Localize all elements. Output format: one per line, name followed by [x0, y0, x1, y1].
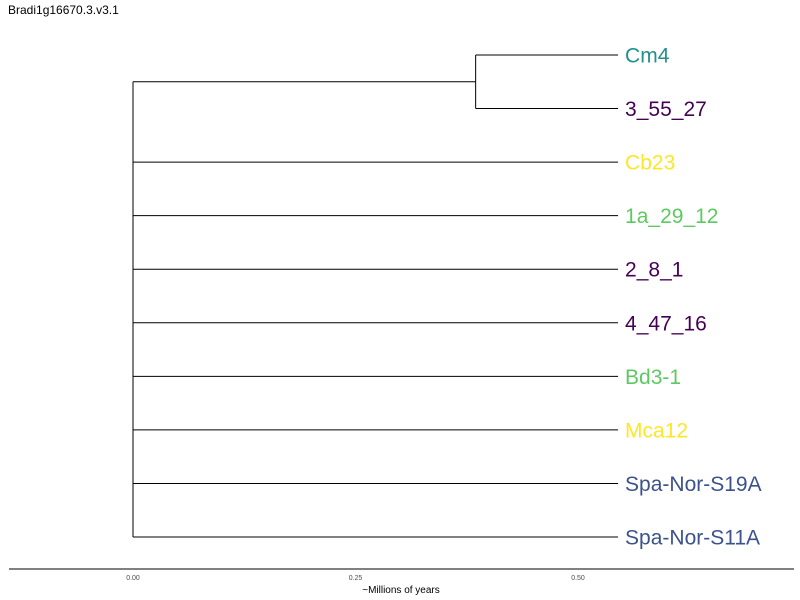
tip-label: Cm4 [625, 45, 670, 68]
tip-label: Mca12 [625, 419, 688, 442]
tip-label: 4_47_16 [625, 312, 707, 335]
x-tick-label: 0.00 [126, 575, 140, 582]
tip-label: 3_55_27 [625, 98, 707, 121]
page-title: Bradi1g16670.3.v3.1 [8, 3, 119, 17]
tip-label: Spa-Nor-S19A [625, 473, 762, 496]
tip-label: Cb23 [625, 152, 675, 175]
tip-label: 1a_29_12 [625, 205, 718, 228]
tip-label: Bd3-1 [625, 366, 681, 389]
tip-labels: Cm4 3_55_27 Cb23 1a_29_12 2_8_1 4_47_16 Bd3-1 M… [625, 45, 762, 550]
tip-label: Spa-Nor-S11A [625, 527, 760, 550]
x-axis-label: ~Millions of years [362, 585, 440, 596]
x-tick-label: 0.25 [349, 575, 363, 582]
x-axis: 0.00 0.25 0.50 ~Millions of years [9, 568, 794, 596]
x-axis-ticks: 0.00 0.25 0.50 [126, 575, 585, 582]
tip-label: 2_8_1 [625, 259, 683, 282]
x-tick-label: 0.50 [571, 575, 585, 582]
tree-branches [132, 54, 619, 538]
